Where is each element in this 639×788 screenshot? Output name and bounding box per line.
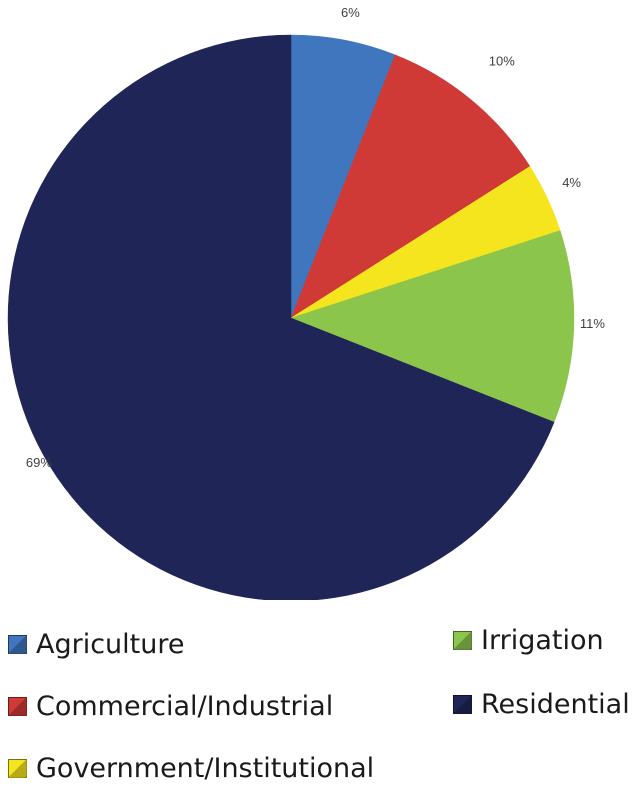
legend-label-residential: Residential bbox=[481, 688, 630, 720]
slice-label-commercial-industrial: 10% bbox=[489, 53, 515, 68]
legend-item-government-institutional: Government/Institutional bbox=[8, 748, 374, 788]
legend-swatch-commercial-industrial bbox=[8, 696, 27, 716]
pie-slice-commercial-industrial bbox=[290, 54, 531, 319]
pie-chart: 6% 10% 4% 11% 69% bbox=[7, 5, 606, 600]
pie-slice-residential bbox=[7, 34, 555, 600]
slice-labels: 6% 10% 4% 11% 69% bbox=[26, 5, 606, 470]
legend-label-irrigation: Irrigation bbox=[481, 624, 604, 656]
pie-slice-irrigation bbox=[290, 230, 575, 423]
slice-label-government-institutional: 4% bbox=[562, 175, 581, 190]
legend-label-commercial-industrial: Commercial/Industrial bbox=[36, 690, 334, 722]
slice-label-agriculture: 6% bbox=[341, 5, 360, 20]
slice-label-irrigation: 11% bbox=[580, 316, 605, 331]
slice-label-residential: 69% bbox=[26, 455, 52, 470]
legend-item-irrigation: Irrigation bbox=[453, 620, 604, 660]
legend-label-agriculture: Agriculture bbox=[36, 628, 185, 660]
legend-item-agriculture: Agriculture bbox=[8, 624, 185, 664]
legend-item-commercial-industrial: Commercial/Industrial bbox=[8, 686, 333, 726]
legend-swatch-irrigation bbox=[453, 630, 472, 650]
pie-slices bbox=[7, 34, 575, 600]
legend-swatch-government-institutional bbox=[8, 758, 27, 778]
legend-swatch-agriculture bbox=[8, 634, 27, 654]
legend-label-government-institutional: Government/Institutional bbox=[36, 752, 375, 784]
legend-swatch-residential bbox=[453, 694, 472, 714]
legend: Agriculture Commercial/Industrial Govern… bbox=[0, 612, 639, 784]
legend-item-residential: Residential bbox=[453, 684, 630, 724]
